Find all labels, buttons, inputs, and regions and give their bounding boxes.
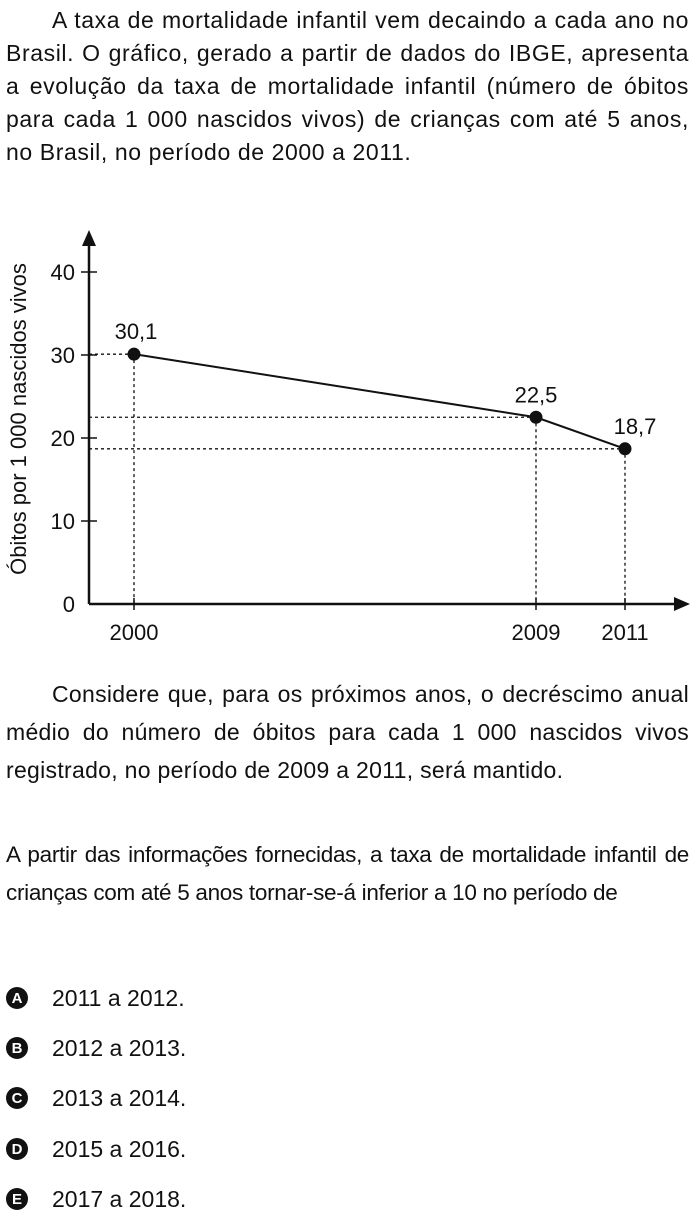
option-letter-e-icon: E [6, 1188, 28, 1210]
option-letter-a-icon: A [6, 987, 28, 1009]
x-tick-label: 2009 [512, 620, 561, 645]
data-label: 22,5 [515, 382, 558, 407]
y-tick-label: 10 [51, 509, 75, 534]
option-c[interactable]: C 2013 a 2014. [6, 1081, 186, 1115]
data-label: 30,1 [115, 319, 158, 344]
data-point [127, 347, 141, 361]
x-tick-label: 2011 [601, 620, 648, 645]
y-tick-label: 0 [63, 592, 75, 617]
x-axis-arrow-icon [674, 597, 690, 611]
y-axis-title: Óbitos por 1 000 nascidos vivos [6, 263, 31, 575]
option-letter-d-icon: D [6, 1138, 28, 1160]
chart-axes [82, 230, 690, 611]
option-e[interactable]: E 2017 a 2018. [6, 1182, 186, 1216]
chart-labels: Óbitos por 1 000 nascidos vivos 30,1 22,5 1… [6, 263, 656, 575]
consider-paragraph: Considere que, para os próximos anos, o … [6, 681, 689, 783]
option-d[interactable]: D 2015 a 2016. [6, 1132, 186, 1166]
guide-lines [89, 353, 626, 604]
option-b[interactable]: B 2012 a 2013. [6, 1031, 186, 1065]
option-text-d: 2015 a 2016. [52, 1135, 187, 1162]
option-text-e: 2017 a 2018. [52, 1185, 187, 1212]
y-tick-label: 20 [51, 426, 75, 451]
option-text-c: 2013 a 2014. [52, 1084, 187, 1111]
y-tick-label: 40 [51, 260, 75, 285]
y-axis-arrow-icon [82, 230, 96, 246]
data-label: 18,7 [614, 414, 657, 439]
option-a[interactable]: A 2011 a 2012. [6, 981, 185, 1015]
data-point [618, 442, 632, 456]
option-letter-b-icon: B [6, 1037, 28, 1059]
option-text-a: 2011 a 2012. [52, 984, 185, 1011]
option-text-b: 2012 a 2013. [52, 1034, 187, 1061]
chart-series [127, 347, 632, 456]
y-tick-label: 30 [51, 343, 75, 368]
intro-paragraph: A taxa de mortalidade infantil vem decai… [6, 7, 689, 165]
mortality-line-chart: 0 10 20 30 40 2000 2009 2011 Óbitos por 1 000 n… [6, 230, 690, 645]
data-point [529, 410, 543, 424]
x-tick-label: 2000 [110, 620, 159, 645]
chart-ticks: 0 10 20 30 40 2000 2009 2011 [51, 260, 649, 645]
question-paragraph: A partir das informações fornecidas, a t… [6, 842, 689, 905]
option-letter-c-icon: C [6, 1087, 28, 1109]
